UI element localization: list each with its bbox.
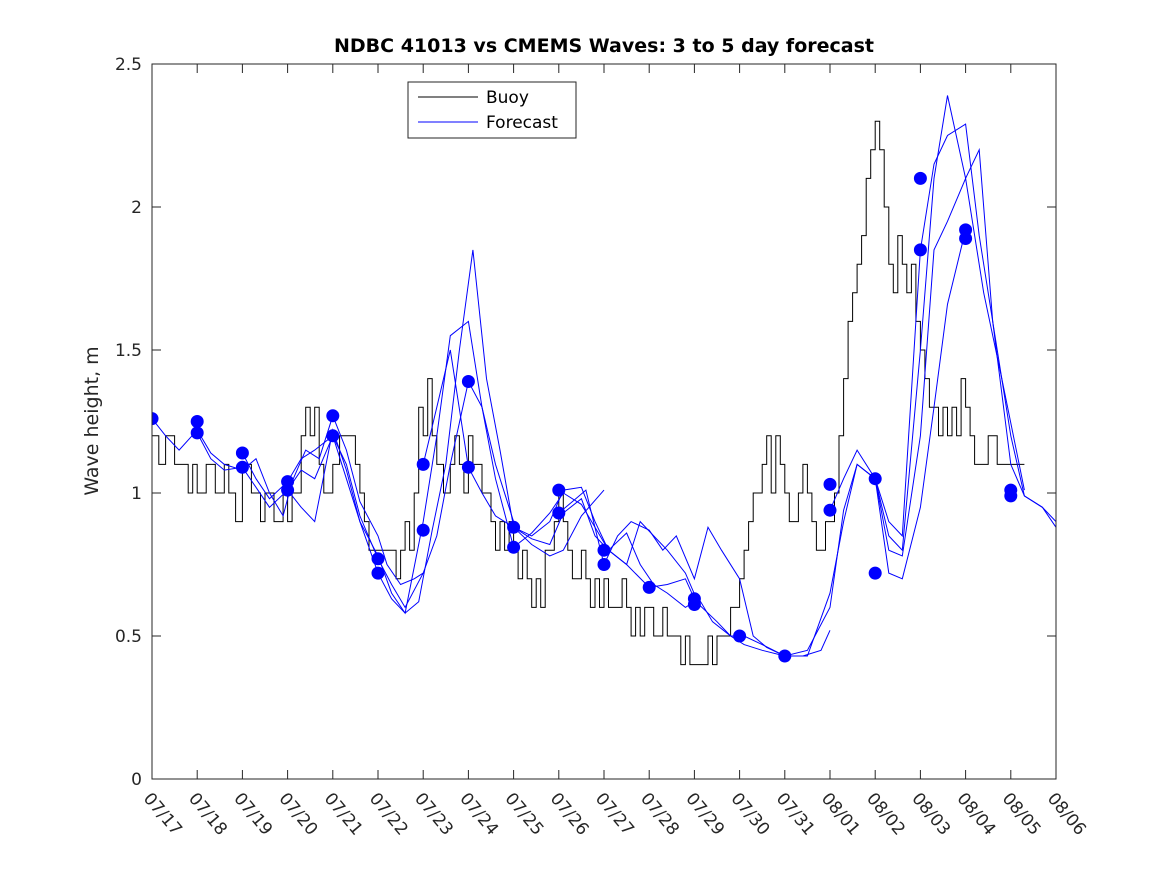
forecast-run-line-6 [513, 229, 967, 657]
forecast-marker-20 [597, 543, 611, 557]
y-tick-label-5: 2.5 [115, 55, 142, 75]
forecast-marker-36 [1004, 489, 1018, 503]
legend: Buoy Forecast [407, 81, 577, 139]
forecast-marker-32 [913, 243, 927, 257]
forecast-marker-29 [868, 472, 882, 486]
forecast-marker-18 [552, 483, 566, 497]
legend-buoy-label: Buoy [486, 88, 529, 108]
forecast-run-line-9 [874, 123, 1056, 538]
forecast-run-line-3 [241, 249, 605, 614]
forecast-marker-30 [868, 566, 882, 580]
forecast-marker-9 [326, 429, 340, 443]
forecast-marker-26 [778, 649, 792, 663]
forecast-marker-14 [461, 375, 475, 388]
forecast-marker-3 [190, 426, 204, 440]
forecast-marker-5 [235, 460, 249, 474]
forecast-marker-19 [552, 506, 566, 520]
y-tick-label-4: 2 [131, 198, 142, 218]
y-axis-label: Wave height, m [81, 346, 103, 495]
forecast-marker-16 [507, 520, 521, 534]
forecast-run-line-2 [196, 380, 515, 609]
forecast-marker-17 [507, 540, 521, 554]
forecast-marker-24 [687, 598, 701, 611]
y-tick-label-1: 0.5 [115, 627, 142, 647]
forecast-marker-13 [416, 523, 430, 537]
forecast-marker-2 [190, 415, 204, 428]
forecast-marker-21 [597, 558, 611, 571]
forecast-marker-4 [235, 446, 249, 460]
forecast-marker-28 [823, 503, 837, 517]
forecast-marker-22 [642, 580, 656, 594]
forecast-marker-34 [959, 232, 973, 245]
chart-title: NDBC 41013 vs CMEMS Waves: 3 to 5 day fo… [334, 35, 874, 57]
forecast-run-line-8 [829, 95, 1056, 552]
y-tick-label-0: 0 [131, 770, 142, 790]
forecast-run-line-5 [422, 349, 831, 657]
y-tick-label-3: 1.5 [115, 341, 142, 361]
forecast-marker-1 [152, 412, 159, 426]
legend-forecast-label: Forecast [486, 113, 558, 133]
legend-box [407, 81, 577, 139]
forecast-marker-15 [461, 460, 475, 474]
forecast-marker-10 [371, 552, 385, 566]
y-tick-label-2: 1 [131, 484, 142, 504]
forecast-run-line-7 [558, 176, 1025, 657]
forecast-marker-11 [371, 566, 385, 580]
forecast-marker-25 [733, 629, 747, 643]
forecast-marker-12 [416, 457, 430, 471]
forecast-marker-7 [281, 483, 295, 497]
data-layer [152, 95, 1056, 666]
forecast-marker-27 [823, 477, 837, 491]
forecast-marker-31 [913, 171, 927, 185]
buoy-series-line [152, 120, 1025, 666]
forecast-marker-8 [326, 409, 340, 423]
